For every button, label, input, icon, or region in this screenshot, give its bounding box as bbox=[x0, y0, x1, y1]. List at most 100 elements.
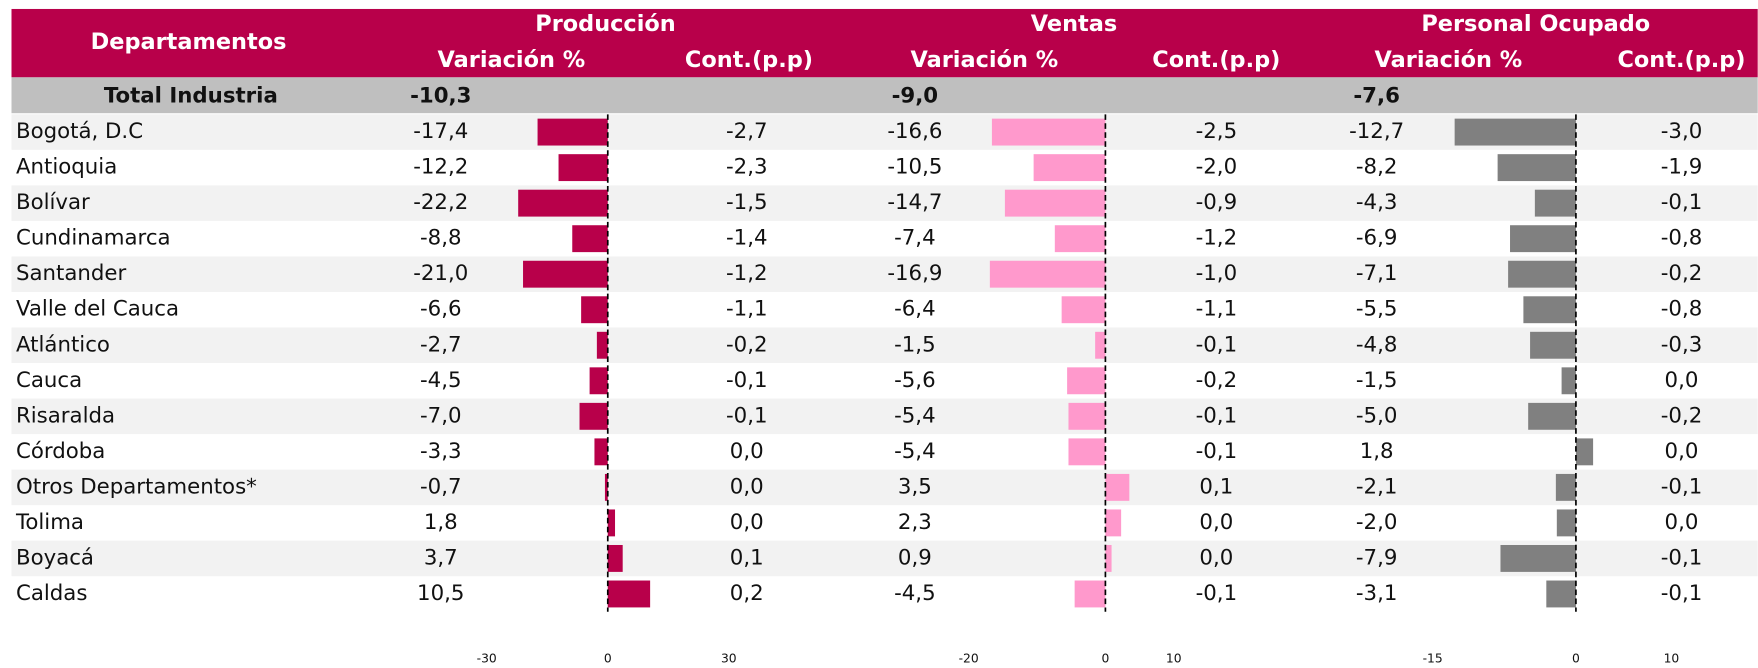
contribution-value: -0,3 bbox=[1661, 332, 1703, 357]
panel-title: Producción bbox=[535, 11, 675, 37]
row-band bbox=[11, 540, 1758, 577]
variation-value: -10,5 bbox=[887, 155, 942, 180]
bar bbox=[607, 580, 651, 608]
bar bbox=[607, 509, 616, 537]
bar bbox=[1074, 580, 1106, 608]
bar bbox=[1497, 154, 1576, 182]
department-name: Bolívar bbox=[16, 190, 90, 215]
bar bbox=[581, 296, 608, 324]
bar bbox=[1033, 154, 1106, 182]
contribution-value: -1,2 bbox=[1196, 226, 1238, 251]
bar bbox=[537, 118, 608, 146]
contribution-value: -0,1 bbox=[1661, 581, 1703, 606]
bar bbox=[1510, 225, 1576, 253]
variation-value: 1,8 bbox=[424, 510, 458, 535]
department-name: Cauca bbox=[16, 368, 82, 393]
contribution-value: -0,1 bbox=[1661, 545, 1703, 570]
total-value: -10,3 bbox=[410, 83, 471, 108]
department-name: Antioquia bbox=[16, 155, 117, 180]
contribution-value: -0,8 bbox=[1661, 297, 1703, 322]
bar bbox=[1068, 402, 1106, 430]
variation-value: 2,3 bbox=[898, 510, 932, 535]
department-name: Valle del Cauca bbox=[16, 297, 179, 322]
contribution-value: -1,4 bbox=[726, 226, 768, 251]
header-band bbox=[11, 8, 1758, 78]
contribution-value: -0,1 bbox=[726, 368, 768, 393]
variation-value: -1,5 bbox=[894, 332, 936, 357]
variation-value: -6,6 bbox=[420, 297, 462, 322]
bar bbox=[579, 402, 608, 430]
x-tick-label: -30 bbox=[477, 652, 497, 666]
variation-value: -17,4 bbox=[413, 119, 468, 144]
header-variation: Variación % bbox=[1375, 47, 1523, 73]
row-band bbox=[11, 398, 1758, 435]
bar bbox=[1555, 473, 1576, 501]
variation-value: -4,5 bbox=[420, 368, 462, 393]
variation-value: -5,0 bbox=[1356, 403, 1398, 428]
contribution-value: -0,9 bbox=[1196, 190, 1238, 215]
contribution-value: 0,0 bbox=[1665, 368, 1699, 393]
variation-value: -3,3 bbox=[420, 439, 462, 464]
contribution-value: -0,1 bbox=[1661, 474, 1703, 499]
variation-value: -1,5 bbox=[1356, 368, 1398, 393]
department-name: Atlántico bbox=[16, 332, 110, 357]
bar bbox=[594, 438, 608, 466]
bar bbox=[1530, 331, 1576, 359]
variation-value: -2,0 bbox=[1356, 510, 1398, 535]
contribution-value: -1,9 bbox=[1661, 155, 1703, 180]
contribution-value: 0,1 bbox=[730, 545, 764, 570]
total-band bbox=[11, 77, 1758, 114]
bar bbox=[989, 260, 1106, 288]
contribution-value: 0,0 bbox=[1665, 439, 1699, 464]
row-band bbox=[11, 469, 1758, 506]
x-tick-label: -15 bbox=[1423, 652, 1443, 666]
bar bbox=[1508, 260, 1576, 288]
variation-value: -7,4 bbox=[894, 226, 936, 251]
contribution-value: -0,1 bbox=[1196, 439, 1238, 464]
header-variation: Variación % bbox=[438, 47, 586, 73]
contribution-value: -0,1 bbox=[1196, 403, 1238, 428]
contribution-value: -2,7 bbox=[726, 119, 768, 144]
department-name: Bogotá, D.C bbox=[16, 119, 143, 144]
x-tick-label: 0 bbox=[1572, 652, 1580, 666]
variation-value: -0,7 bbox=[420, 474, 462, 499]
contribution-value: -0,2 bbox=[1661, 403, 1703, 428]
contribution-value: 0,0 bbox=[1665, 510, 1699, 535]
bar bbox=[1068, 438, 1106, 466]
contribution-value: -2,5 bbox=[1196, 119, 1238, 144]
variation-value: -3,1 bbox=[1356, 581, 1398, 606]
department-name: Santander bbox=[16, 261, 127, 286]
x-tick-label: 30 bbox=[721, 652, 737, 666]
bar bbox=[1095, 331, 1106, 359]
contribution-value: -0,1 bbox=[1661, 190, 1703, 215]
contribution-value: 0,0 bbox=[1199, 510, 1233, 535]
department-name: Boyacá bbox=[16, 545, 94, 570]
variation-value: -5,6 bbox=[894, 368, 936, 393]
contribution-value: -1,1 bbox=[726, 297, 768, 322]
variation-value: -4,5 bbox=[894, 581, 936, 606]
bar bbox=[1528, 402, 1576, 430]
bar bbox=[518, 189, 608, 217]
panel-title: Personal Ocupado bbox=[1421, 11, 1650, 37]
bar bbox=[991, 118, 1106, 146]
contribution-value: -2,3 bbox=[726, 155, 768, 180]
row-band bbox=[11, 185, 1758, 221]
x-tick-label: 0 bbox=[1101, 652, 1109, 666]
variation-value: -2,1 bbox=[1356, 474, 1398, 499]
bar bbox=[523, 260, 608, 288]
total-label: Total Industria bbox=[104, 83, 278, 108]
total-value: -9,0 bbox=[892, 83, 939, 108]
contribution-value: -3,0 bbox=[1661, 119, 1703, 144]
contribution-value: -0,2 bbox=[1196, 368, 1238, 393]
bar bbox=[1500, 544, 1576, 572]
header-contribution: Cont.(p.p) bbox=[1152, 47, 1280, 73]
variation-value: 3,7 bbox=[424, 545, 458, 570]
bar bbox=[1054, 225, 1106, 253]
contribution-value: 0,0 bbox=[1199, 545, 1233, 570]
variation-value: -12,2 bbox=[413, 155, 468, 180]
contribution-value: -0,8 bbox=[1661, 226, 1703, 251]
bar bbox=[1561, 367, 1576, 395]
contribution-value: -0,2 bbox=[726, 332, 768, 357]
bar bbox=[1523, 296, 1576, 324]
variation-value: -14,7 bbox=[887, 190, 942, 215]
